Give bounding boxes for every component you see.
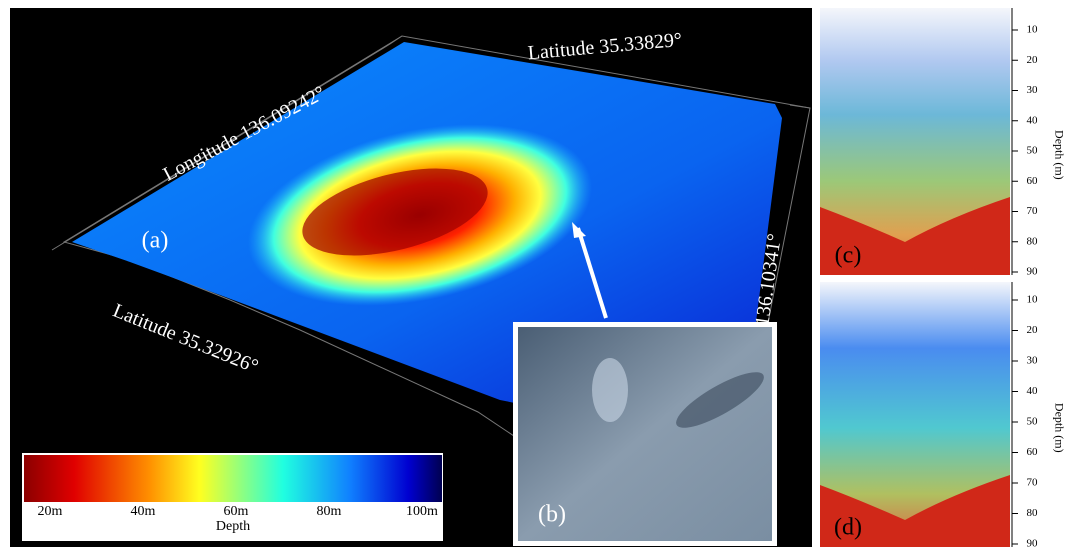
depth-tick-label: 90 — [1027, 538, 1039, 547]
colorbar — [24, 455, 442, 502]
depth-tick-label: 20 — [1027, 54, 1039, 66]
depth-tick-label: 10 — [1027, 24, 1039, 36]
colorbar-title: Depth — [216, 519, 250, 534]
colorbar-tick-label: 100m — [406, 504, 438, 519]
colorbar-tick-label: 20m — [38, 504, 63, 519]
depth-tick-label: 50 — [1027, 145, 1039, 157]
depth-tick-label: 30 — [1027, 355, 1039, 367]
depth-tick-label: 50 — [1027, 416, 1039, 428]
depth-tick-label: 80 — [1027, 507, 1039, 519]
depth-axis-title: Depth (m) — [1052, 403, 1066, 453]
depth-tick-label: 80 — [1027, 235, 1039, 247]
colorbar-tick-label: 60m — [224, 504, 249, 519]
panel-label: (d) — [834, 515, 862, 541]
panel-label: (c) — [835, 243, 862, 269]
colorbar-tick-label: 80m — [317, 504, 342, 519]
depth-tick-label: 10 — [1027, 294, 1039, 306]
depth-tick-label: 60 — [1027, 175, 1039, 187]
figure: Latitude 35.33829° Longitude 136.09242° … — [0, 0, 1073, 547]
depth-tick-label: 70 — [1027, 205, 1039, 217]
depth-tick-label: 70 — [1027, 477, 1039, 489]
depth-tick-label: 30 — [1027, 84, 1039, 96]
depth-tick-label: 20 — [1027, 324, 1039, 336]
depth-tick-label: 40 — [1027, 385, 1039, 397]
depth-axis-title: Depth (m) — [1052, 130, 1066, 180]
photo-plume — [592, 358, 628, 422]
panel-label: (b) — [538, 502, 566, 528]
colorbar-tick-label: 40m — [131, 504, 156, 519]
depth-tick-label: 90 — [1027, 266, 1039, 278]
depth-tick-label: 40 — [1027, 114, 1039, 126]
panel-label: (a) — [142, 228, 169, 254]
depth-tick-label: 60 — [1027, 446, 1039, 458]
